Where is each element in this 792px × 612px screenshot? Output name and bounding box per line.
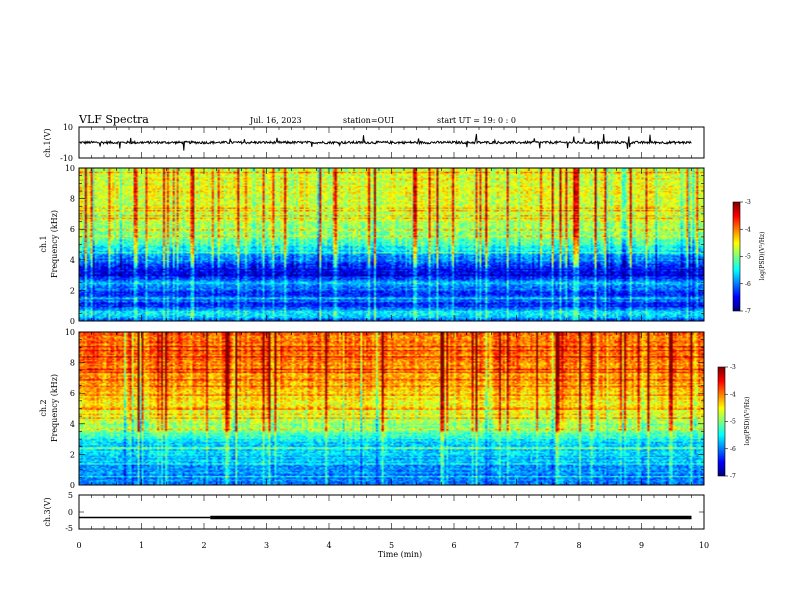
ch1-colorbar-image (733, 202, 740, 311)
ch2-colorbar-image (718, 367, 725, 476)
ch1-waveform-trace (78, 133, 692, 151)
time-tick-label: 3 (264, 541, 269, 550)
time-tick-label: 2 (201, 541, 206, 550)
colorbar-tick-label: -5 (730, 419, 736, 426)
time-tick-label: 5 (389, 541, 394, 550)
colorbar-tick-label: -5 (745, 254, 751, 261)
ch1-colorbar-label: log(PSD)(V²/Hz) (759, 232, 766, 281)
ch2-colorbar-ticks: -3 -4 -5 -6 -7 (725, 364, 736, 480)
colorbar-tick-label: -3 (745, 199, 751, 206)
freq-tick-label: 4 (70, 256, 75, 265)
header-station: station=OUI (343, 116, 394, 125)
freq-tick-label: 4 (70, 420, 75, 429)
ch2-spectrogram-image (79, 332, 704, 485)
ch2-colorbar-label: log(PSD)(V²/Hz) (744, 397, 751, 446)
ch2-spectrogram-ytick-labels: 0 2 4 6 8 10 (65, 328, 75, 490)
time-axis-tick-labels: 0 1 2 3 4 5 6 7 8 9 10 (76, 541, 709, 550)
ch2-spectrogram-ticks (78, 331, 705, 486)
colorbar-tick-label: -7 (745, 308, 751, 315)
ch1-spectrogram-ticks (78, 167, 705, 322)
ch3-ytick-mid: 0 (68, 508, 73, 517)
header-date: Jul. 16, 2023 (249, 116, 302, 125)
freq-tick-label: 6 (70, 389, 75, 398)
time-tick-label: 9 (639, 541, 644, 550)
freq-tick-label: 0 (70, 481, 75, 490)
ch1-ytick-top: 10 (63, 123, 73, 132)
ch1-spectrogram-ylabel: Frequency (kHz) (50, 210, 59, 278)
ch1-spectrogram-ytick-labels: 0 2 4 6 8 10 (65, 164, 75, 326)
freq-tick-label: 8 (70, 195, 75, 204)
ch1-waveform-ticks (78, 127, 705, 158)
figure-title: VLF Spectra (78, 113, 149, 126)
colorbar-tick-label: -4 (745, 226, 751, 233)
ch1-colorbar-ticks: -3 -4 -5 -6 -7 (740, 199, 751, 315)
ch3-signal-ticks (78, 494, 705, 530)
time-axis-label: Time (min) (378, 550, 422, 559)
colorbar-tick-label: -3 (730, 364, 736, 371)
freq-tick-label: 2 (70, 450, 75, 459)
ch3-signal-panel: 5 0 -5 ch.3(V) (43, 491, 705, 533)
colorbar-tick-label: -4 (730, 391, 736, 398)
colorbar-tick-label: -6 (745, 281, 751, 288)
time-tick-label: 7 (514, 541, 519, 550)
time-tick-label: 8 (576, 541, 581, 550)
ch3-ylabel: ch.3(V) (43, 497, 52, 526)
time-tick-label: 6 (451, 541, 456, 550)
time-tick-label: 4 (326, 541, 331, 550)
freq-tick-label: 10 (65, 328, 75, 337)
freq-tick-label: 8 (70, 359, 75, 368)
colorbar-tick-label: -6 (730, 446, 736, 453)
ch1-waveform-panel: 10 -10 ch.1(V) (43, 123, 705, 163)
ch3-ytick-bottom: -5 (65, 524, 73, 533)
ch1-spectrogram-image (79, 168, 704, 321)
ch2-spectrogram-ylabel: Frequency (kHz) (50, 374, 59, 442)
time-tick-label: 10 (699, 541, 709, 550)
ch1-ytick-bottom: -10 (60, 154, 73, 163)
freq-tick-label: 10 (65, 164, 75, 173)
time-tick-label: 0 (76, 541, 81, 550)
colorbar-tick-label: -7 (730, 473, 736, 480)
freq-tick-label: 6 (70, 225, 75, 234)
freq-tick-label: 0 (70, 317, 75, 326)
ch2-spectrogram-channel-label: ch.2 (39, 399, 48, 416)
header-start-time: start UT = 19: 0 : 0 (437, 116, 516, 125)
ch3-ytick-top: 5 (68, 491, 73, 500)
ch1-ylabel: ch.1(V) (43, 128, 52, 157)
ch1-spectrogram-channel-label: ch.1 (39, 235, 48, 252)
time-tick-label: 1 (139, 541, 144, 550)
freq-tick-label: 2 (70, 286, 75, 295)
